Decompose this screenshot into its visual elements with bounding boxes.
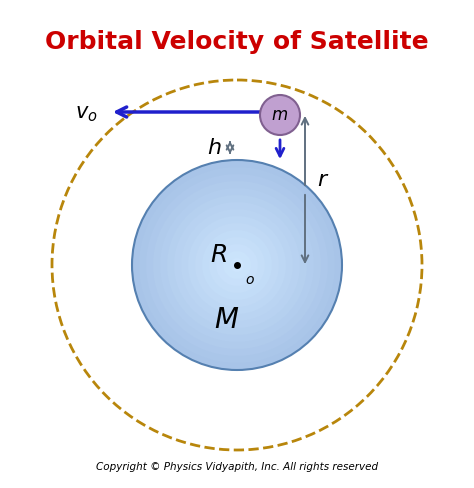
Circle shape xyxy=(216,244,258,286)
Circle shape xyxy=(139,167,335,363)
Circle shape xyxy=(230,258,244,272)
Circle shape xyxy=(132,160,342,370)
Text: $R$: $R$ xyxy=(210,243,228,267)
Circle shape xyxy=(174,202,300,328)
Circle shape xyxy=(188,216,286,314)
Circle shape xyxy=(167,195,307,335)
Text: $v_o$: $v_o$ xyxy=(75,104,98,124)
Circle shape xyxy=(160,188,314,342)
Circle shape xyxy=(209,237,265,293)
Circle shape xyxy=(195,223,279,307)
Text: Orbital Velocity of Satellite: Orbital Velocity of Satellite xyxy=(45,30,429,54)
Text: Copyright © Physics Vidyapith, Inc. All rights reserved: Copyright © Physics Vidyapith, Inc. All … xyxy=(96,462,378,472)
Circle shape xyxy=(153,181,321,349)
Circle shape xyxy=(146,174,328,356)
Text: $m$: $m$ xyxy=(272,106,289,124)
Text: $h$: $h$ xyxy=(207,138,221,158)
Circle shape xyxy=(181,209,293,321)
Circle shape xyxy=(260,95,300,135)
Text: $r$: $r$ xyxy=(317,170,329,190)
Circle shape xyxy=(202,230,272,300)
Text: $M$: $M$ xyxy=(214,306,239,334)
Circle shape xyxy=(223,251,251,279)
Text: $o$: $o$ xyxy=(245,273,255,287)
